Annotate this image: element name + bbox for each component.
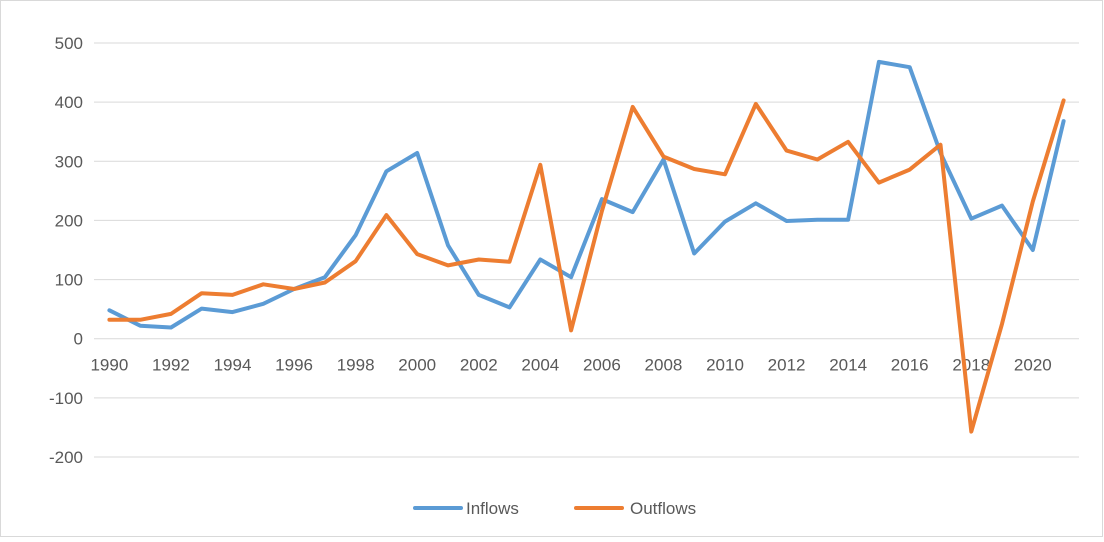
x-tick-label: 2008 [645,356,683,375]
legend-label-outflows: Outflows [630,499,696,518]
legend-label-inflows: Inflows [466,499,519,518]
gridlines [94,42,1079,458]
x-tick-label: 1994 [214,356,252,375]
y-tick-label: -200 [49,448,83,467]
x-tick-label: 2016 [891,356,929,375]
y-tick-label: -100 [49,389,83,408]
y-tick-label: 500 [55,34,83,53]
x-tick-label: 2000 [398,356,436,375]
series-line-inflows [107,59,1066,330]
x-tick-label: 1990 [90,356,128,375]
y-axis-tick-labels: -200 -100 0 100 200 300 400 500 [49,34,83,467]
y-tick-label: 200 [55,211,83,230]
x-tick-label: 1992 [152,356,190,375]
x-tick-label: 2004 [521,356,559,375]
legend: Inflows Outflows [413,499,696,518]
series-line-outflows [107,98,1066,434]
x-tick-label: 2018 [952,356,990,375]
y-tick-label: 100 [55,271,83,290]
x-tick-label: 2012 [768,356,806,375]
x-tick-label: 2002 [460,356,498,375]
x-tick-label: 1996 [275,356,313,375]
x-tick-label: 2010 [706,356,744,375]
y-tick-label: 400 [55,93,83,112]
x-axis-tick-labels: 1990 1992 1994 1996 1998 2000 2002 2004 2006 2008… [90,356,1051,375]
x-tick-label: 2014 [829,356,867,375]
x-tick-label: 2006 [583,356,621,375]
y-tick-label: 300 [55,152,83,171]
series-lines [107,59,1066,434]
y-tick-label: 0 [74,330,83,349]
x-tick-label: 2020 [1014,356,1052,375]
x-tick-label: 1998 [337,356,375,375]
